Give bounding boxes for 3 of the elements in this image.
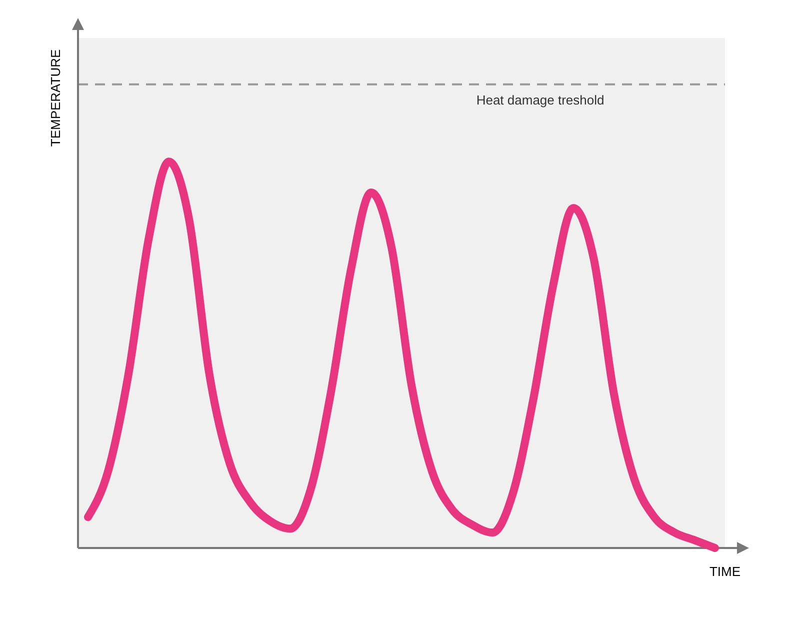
y-axis-title: TEMPERATURE — [48, 49, 63, 147]
x-axis-title: TIME — [709, 564, 741, 579]
ref-line-label: Heat damage treshold — [476, 92, 604, 108]
